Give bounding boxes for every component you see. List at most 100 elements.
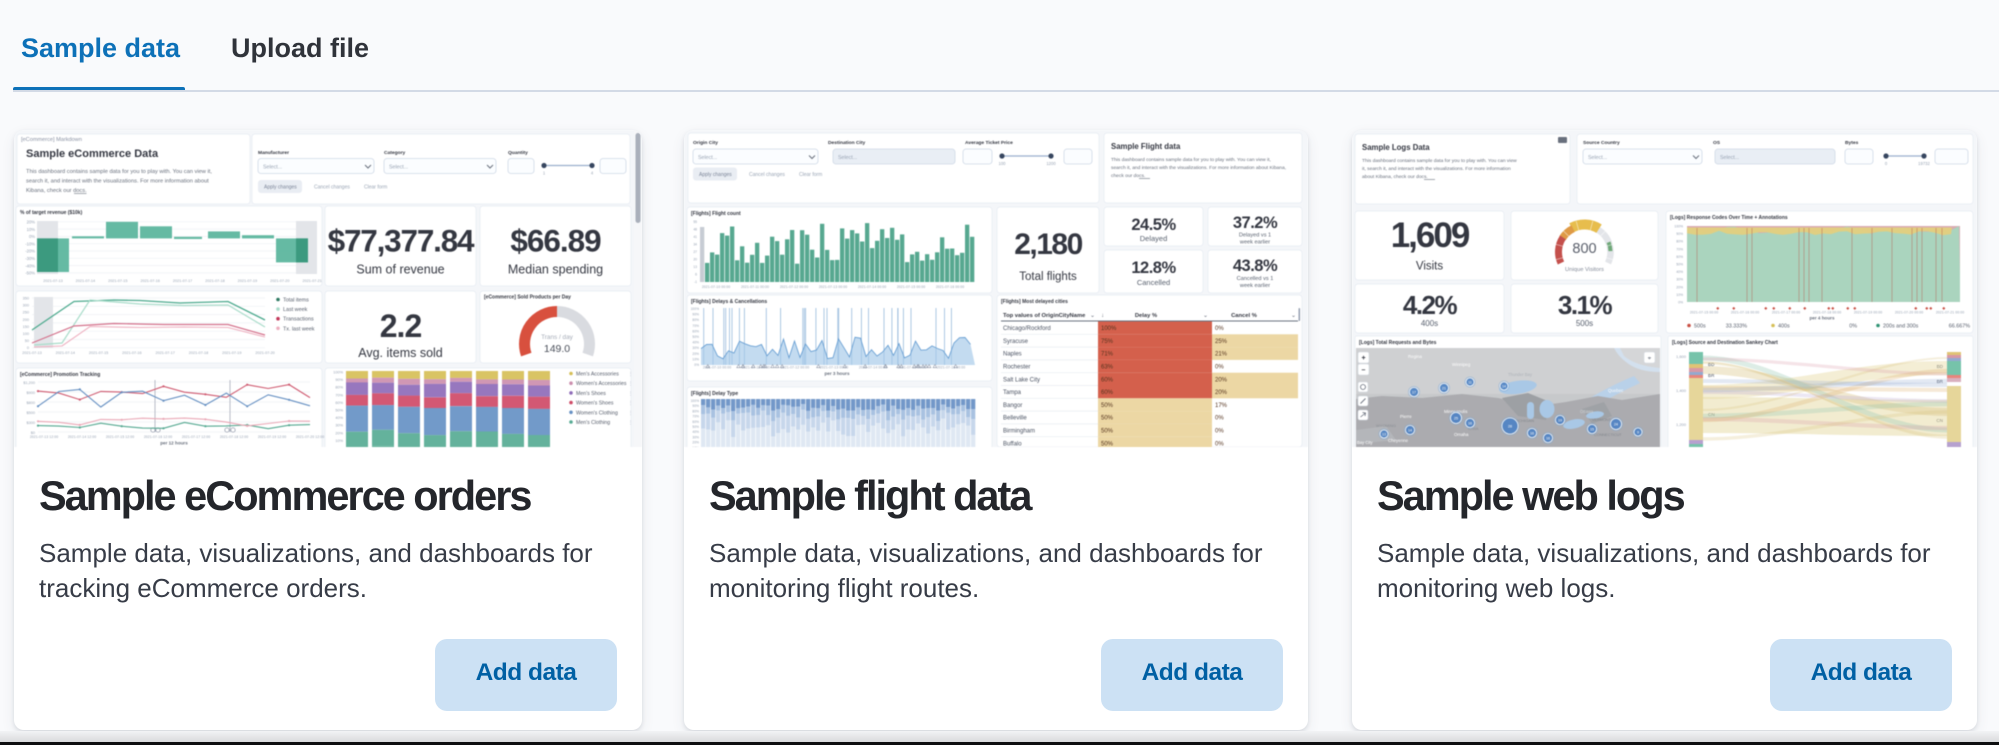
svg-text:2021-07-10 00:00: 2021-07-10 00:00 — [702, 285, 730, 289]
svg-text:-20%: -20% — [25, 249, 35, 254]
svg-text:40%: 40% — [335, 416, 343, 420]
svg-text:43.8%: 43.8% — [1233, 257, 1278, 275]
svg-text:40%: 40% — [692, 341, 699, 345]
svg-text:2021-07-19: 2021-07-19 — [238, 279, 257, 283]
svg-text:10%: 10% — [692, 357, 699, 361]
svg-text:10%: 10% — [692, 446, 699, 447]
svg-text:100: 100 — [999, 161, 1007, 166]
svg-text:2021-07-14 12:00: 2021-07-14 12:00 — [68, 435, 96, 439]
svg-text:Tampa: Tampa — [1003, 390, 1022, 396]
svg-text:VERMONT: VERMONT — [1592, 418, 1612, 422]
svg-text:2021-07-11 00:00: 2021-07-11 00:00 — [742, 366, 770, 370]
svg-text:2021-07-17 12:00: 2021-07-17 12:00 — [182, 435, 210, 439]
svg-text:60%: 60% — [1101, 377, 1114, 383]
svg-text:100: 100 — [23, 332, 29, 336]
svg-text:20%: 20% — [692, 441, 699, 445]
svg-text:This dashboard contains sample: This dashboard contains sample data for … — [1362, 158, 1517, 164]
svg-text:2021-07-16 00:00: 2021-07-16 00:00 — [937, 366, 965, 370]
svg-text:14: 14 — [1408, 429, 1412, 433]
svg-text:71%: 71% — [1101, 352, 1114, 358]
svg-text:Last week: Last week — [283, 307, 308, 313]
svg-text:-1: -1 — [694, 280, 697, 284]
svg-text:Select...: Select... — [263, 165, 282, 171]
svg-text:2021-07-18 00:00: 2021-07-18 00:00 — [1813, 311, 1841, 315]
svg-text:13: 13 — [693, 265, 697, 269]
svg-text:BD: BD — [1937, 364, 1944, 369]
svg-text:55: 55 — [693, 220, 697, 224]
svg-text:2021-07-14: 2021-07-14 — [56, 351, 75, 355]
svg-text:CONNECTICUT: CONNECTICUT — [1594, 433, 1622, 437]
svg-text:Source Country: Source Country — [1583, 140, 1620, 146]
svg-text:41: 41 — [693, 235, 697, 239]
svg-text:50%: 50% — [335, 409, 343, 413]
svg-text:2021-07-15: 2021-07-15 — [108, 279, 127, 283]
svg-text:500s: 500s — [1694, 324, 1706, 330]
svg-text:30%: 30% — [692, 435, 699, 439]
svg-text:2021-07-13: 2021-07-13 — [22, 351, 41, 355]
svg-text:per 12 hours: per 12 hours — [160, 441, 188, 446]
svg-text:100%: 100% — [691, 399, 700, 403]
svg-text:2021-07-17: 2021-07-17 — [173, 279, 192, 283]
svg-text:check our docs.: check our docs. — [1111, 173, 1145, 179]
svg-text:30%: 30% — [692, 346, 699, 350]
svg-text:16: 16 — [1546, 437, 1550, 441]
svg-text:1,609: 1,609 — [1391, 216, 1470, 255]
svg-text:400s: 400s — [1778, 324, 1790, 330]
svg-text:70%: 70% — [692, 324, 699, 328]
svg-text:Cancelled vs 1: Cancelled vs 1 — [1237, 276, 1274, 282]
svg-text:Men's Shoes: Men's Shoes — [576, 391, 606, 397]
svg-text:2021-07-17 00:00: 2021-07-17 00:00 — [1772, 311, 1800, 315]
svg-text:2021-07-21 00:00: 2021-07-21 00:00 — [1936, 311, 1964, 315]
svg-text:90%: 90% — [692, 404, 699, 408]
svg-text:Select...: Select... — [698, 155, 717, 161]
svg-text:Belleville: Belleville — [1003, 416, 1027, 422]
svg-text:66.667%: 66.667% — [1949, 324, 1970, 330]
svg-text:25%: 25% — [1215, 339, 1228, 345]
svg-text:$0: $0 — [31, 431, 35, 435]
svg-text:60%: 60% — [692, 420, 699, 424]
svg-text:2021-07-20: 2021-07-20 — [255, 351, 274, 355]
svg-text:2021-07-19: 2021-07-19 — [222, 351, 241, 355]
svg-text:⌄: ⌄ — [1203, 313, 1208, 319]
svg-text:2021-07-13 00:00: 2021-07-13 00:00 — [820, 366, 848, 370]
svg-text:Women's Accessories: Women's Accessories — [576, 381, 627, 387]
svg-text:Clear form: Clear form — [799, 172, 822, 178]
svg-text:2021-07-11 00:00: 2021-07-11 00:00 — [741, 285, 769, 289]
svg-text:Delayed vs 1: Delayed vs 1 — [1239, 233, 1271, 239]
svg-text:⋮: ⋮ — [628, 391, 633, 397]
svg-text:2021-07-15: 2021-07-15 — [89, 351, 108, 355]
svg-text:⋮: ⋮ — [628, 410, 633, 416]
svg-text:Sample eCommerce Data: Sample eCommerce Data — [26, 148, 159, 160]
svg-text:Sum of revenue: Sum of revenue — [356, 263, 444, 277]
svg-text:⋮: ⋮ — [628, 401, 633, 407]
svg-text:13: 13 — [1382, 433, 1386, 437]
svg-text:24: 24 — [1614, 423, 1618, 427]
svg-text:Winnipeg: Winnipeg — [1452, 362, 1471, 367]
svg-text:28: 28 — [1508, 425, 1512, 429]
svg-text:2021-07-16 00:00: 2021-07-16 00:00 — [936, 285, 964, 289]
svg-text:0%: 0% — [1215, 441, 1224, 447]
svg-text:80%: 80% — [1676, 240, 1683, 244]
svg-text:14: 14 — [1502, 385, 1506, 389]
svg-text:0%: 0% — [694, 363, 699, 367]
svg-text:25: 25 — [1454, 417, 1458, 421]
svg-text:0%: 0% — [1215, 429, 1224, 435]
svg-text:0%: 0% — [1215, 326, 1224, 332]
svg-text:150: 150 — [23, 325, 29, 329]
svg-text:1,600: 1,600 — [1676, 354, 1687, 359]
svg-text:Syracuse: Syracuse — [1003, 339, 1029, 345]
svg-text:1,400: 1,400 — [1676, 388, 1687, 393]
svg-text:WYOMING: WYOMING — [1376, 423, 1396, 428]
svg-text:10%: 10% — [1676, 293, 1683, 297]
svg-text:IOWA: IOWA — [1468, 426, 1479, 431]
svg-text:[Logs] Response Codes Over Tim: [Logs] Response Codes Over Time + Annota… — [1670, 215, 1788, 221]
svg-text:Omaha: Omaha — [1454, 432, 1469, 437]
svg-text:[eCommerce] Markdown: [eCommerce] Markdown — [21, 137, 82, 143]
svg-text:Naples: Naples — [1003, 352, 1022, 358]
svg-text:149.0: 149.0 — [544, 343, 570, 355]
svg-text:Salt Lake City: Salt Lake City — [1003, 377, 1040, 383]
svg-text:Bytes: Bytes — [1845, 140, 1859, 146]
svg-text:Sample Logs Data: Sample Logs Data — [1362, 143, 1430, 152]
svg-text:Men's Accessories: Men's Accessories — [576, 372, 619, 378]
svg-text:Avg. items sold: Avg. items sold — [358, 346, 443, 360]
